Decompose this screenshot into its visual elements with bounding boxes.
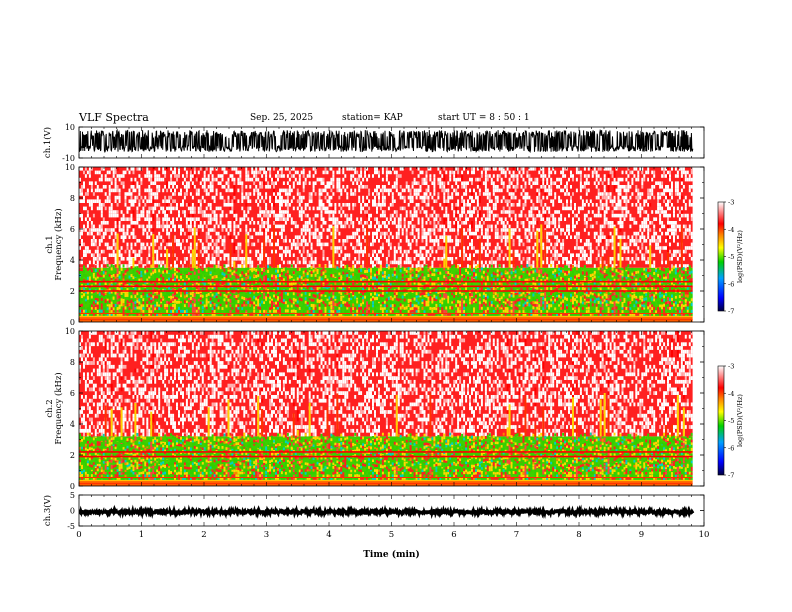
ch2-spectrogram-ytick-label: 8 [70,358,75,367]
ch1-spectrogram-ytick-label: 8 [70,194,75,203]
ch3-waveform-trace [79,504,695,520]
ch2-spectrogram-colorbar-tick-label: -4 [728,390,734,398]
ch3-waveform-ytick-label: 0 [70,507,75,516]
ch2-spectrogram-colorbar-tick-label: -6 [728,444,734,452]
ch3-waveform-ylabel: ch.3(V) [42,495,53,526]
start-time-label: start UT = 8 : 50 : 1 [438,113,530,123]
ch1-spectrogram-colorbar-tick-label: -5 [728,253,734,261]
ch1-spectrogram-colorbar [717,201,725,312]
ch3-waveform-ytick-label: 5 [70,491,75,500]
ch2-spectrogram-ytick-label: 0 [70,482,75,491]
ch2-spectrogram-colorbar-tick-label: -5 [728,417,734,425]
xaxis-label: Time (min) [363,549,420,560]
ch1-waveform-trace-group [79,128,694,154]
ch1-spectrogram-ytick-label: 0 [70,318,75,327]
ch1-spectrogram-colorbar-tick-label: -3 [728,199,734,207]
ch1-spectrogram-blank [692,167,704,322]
ch2-spectrogram-ytick-label: 4 [70,420,75,429]
ch2-spectrogram-ylabel: ch.2 [45,399,55,417]
ch2-spectrogram-image [79,331,704,486]
xtick-label: 4 [326,530,331,540]
station-label: station= KAP [342,113,403,123]
ch2-spectrogram-colorbar [717,365,725,476]
ch3-waveform-trace-group [79,504,695,520]
ch1-spectrogram-ytick-label: 10 [65,163,75,172]
ch3-waveform-ytick-label: -5 [67,522,75,531]
ch1-waveform-trace [79,128,694,154]
ch2-spectrogram-ytick-label: 6 [70,389,75,398]
ch1-waveform-ylabel: ch.1(V) [42,127,53,158]
ch2-spectrogram-band-0 [79,479,693,486]
ch2-spectrogram-blank [692,331,704,486]
xtick-label: 5 [389,530,394,540]
ch1-spectrogram-ylabel: ch.1 [45,235,55,253]
ch2-spectrogram-colorbar-tick-label: -7 [728,472,734,480]
xtick-label: 2 [201,530,206,540]
xtick-label: 8 [576,530,581,540]
xtick-label: 10 [699,530,710,540]
ch2-spectrogram-ylabel: Frequency (kHz) [53,372,64,444]
ch1-spectrogram-colorbar-tick-label: -7 [728,308,734,316]
ch1-spectrogram-colorbar-tick-label: -6 [728,280,734,288]
ch1-spectrogram-ytick-label: 4 [70,256,75,265]
ch2-spectrogram-ytick-label: 2 [70,451,75,460]
xtick-label: 3 [264,530,269,540]
xtick-label: 7 [514,530,519,540]
xtick-label: 6 [451,530,456,540]
ch2-spectrogram-colorbar-tick-label: -3 [728,363,734,371]
ch1-spectrogram-band-0 [79,315,693,322]
date-label: Sep. 25, 2025 [250,113,314,123]
ch1-spectrogram-ytick-label: 2 [70,287,75,296]
ch2-spectrogram-colorbar-label: log(PSD)(V²/Hz) [736,394,744,447]
xtick-label: 1 [139,530,144,540]
ch1-spectrogram-image [79,167,704,322]
ch1-spectrogram-ylabel: Frequency (kHz) [53,208,64,280]
xtick-label: 0 [76,530,81,540]
xtick-label: 9 [639,530,644,540]
ch1-waveform-ytick-label: -10 [62,154,75,163]
ch2-spectrogram-ytick-label: 10 [65,327,75,336]
ch1-spectrogram-ytick-label: 6 [70,225,75,234]
ch1-spectrogram-colorbar-label: log(PSD)(V²/Hz) [736,230,744,283]
plot-title: VLF Spectra [79,111,149,124]
ch1-waveform-ytick-label: 10 [65,123,75,132]
ch1-spectrogram-colorbar-tick-label: -4 [728,226,734,234]
